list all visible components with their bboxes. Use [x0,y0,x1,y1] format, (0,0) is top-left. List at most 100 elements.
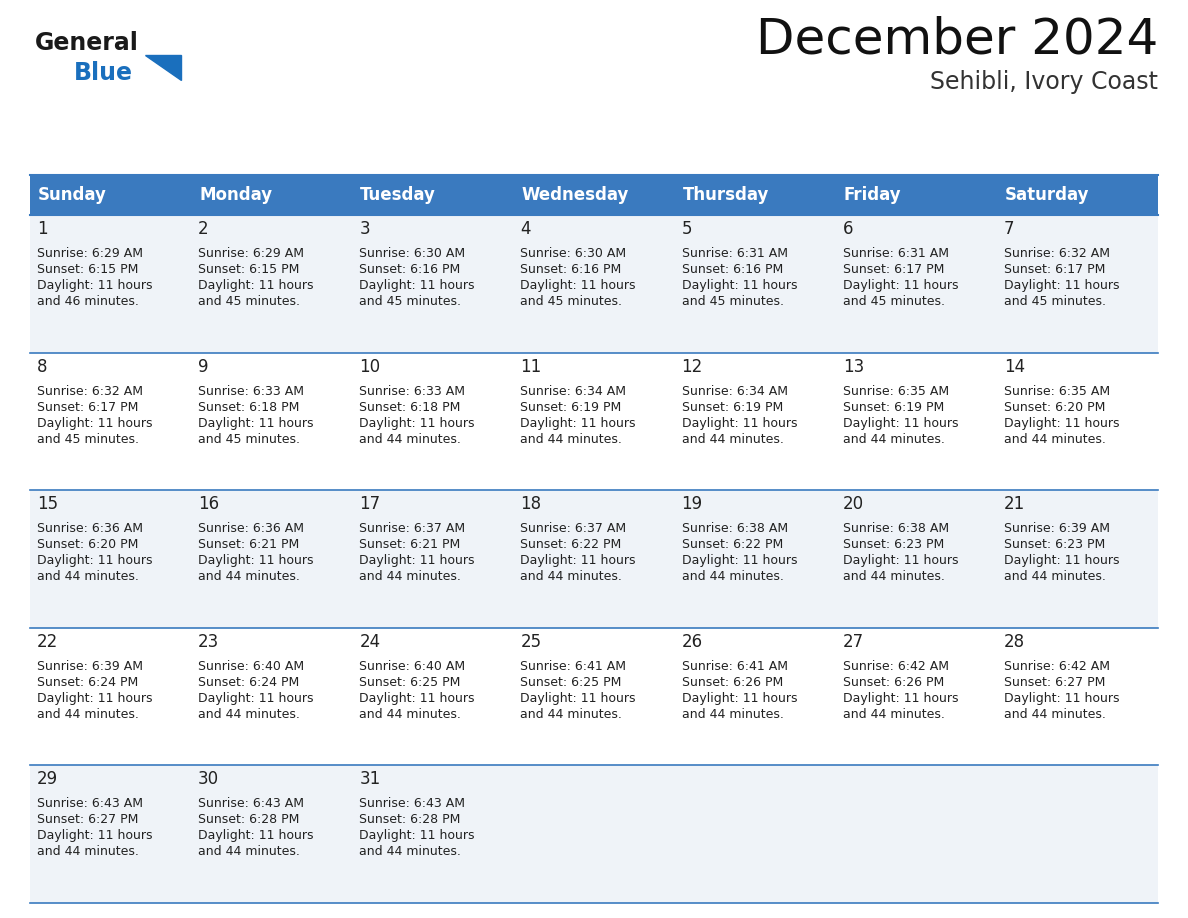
Text: Sunset: 6:19 PM: Sunset: 6:19 PM [842,400,944,414]
Text: Sunrise: 6:41 AM: Sunrise: 6:41 AM [682,660,788,673]
Text: and 45 minutes.: and 45 minutes. [1004,295,1106,308]
Text: 18: 18 [520,495,542,513]
Text: 28: 28 [1004,633,1025,651]
Text: Sunrise: 6:39 AM: Sunrise: 6:39 AM [37,660,143,673]
Text: Sunrise: 6:42 AM: Sunrise: 6:42 AM [1004,660,1110,673]
Text: 27: 27 [842,633,864,651]
Text: Sunday: Sunday [38,186,107,204]
Text: 14: 14 [1004,358,1025,375]
Polygon shape [145,55,181,80]
Text: Sunset: 6:19 PM: Sunset: 6:19 PM [520,400,621,414]
Text: Daylight: 11 hours: Daylight: 11 hours [1004,554,1119,567]
Text: Sunrise: 6:39 AM: Sunrise: 6:39 AM [1004,522,1110,535]
Text: Sunset: 6:19 PM: Sunset: 6:19 PM [682,400,783,414]
Text: Sunrise: 6:31 AM: Sunrise: 6:31 AM [682,247,788,260]
Text: Sunrise: 6:40 AM: Sunrise: 6:40 AM [359,660,466,673]
Text: and 44 minutes.: and 44 minutes. [682,708,783,721]
Text: and 44 minutes.: and 44 minutes. [37,708,139,721]
Text: Monday: Monday [200,186,272,204]
Text: Sunset: 6:15 PM: Sunset: 6:15 PM [37,263,138,276]
Text: Sunset: 6:16 PM: Sunset: 6:16 PM [520,263,621,276]
Text: Sunset: 6:17 PM: Sunset: 6:17 PM [842,263,944,276]
Text: Daylight: 11 hours: Daylight: 11 hours [520,692,636,705]
Text: 5: 5 [682,220,693,238]
Text: and 45 minutes.: and 45 minutes. [198,432,301,445]
Text: and 44 minutes.: and 44 minutes. [682,570,783,583]
Text: 23: 23 [198,633,220,651]
Text: Daylight: 11 hours: Daylight: 11 hours [842,417,959,430]
Text: 16: 16 [198,495,220,513]
Text: and 44 minutes.: and 44 minutes. [359,845,461,858]
Text: Daylight: 11 hours: Daylight: 11 hours [682,554,797,567]
Text: and 44 minutes.: and 44 minutes. [682,432,783,445]
Text: and 45 minutes.: and 45 minutes. [842,295,944,308]
Text: Daylight: 11 hours: Daylight: 11 hours [359,554,475,567]
Text: Sunset: 6:26 PM: Sunset: 6:26 PM [682,676,783,688]
Text: Sunrise: 6:36 AM: Sunrise: 6:36 AM [198,522,304,535]
Text: and 44 minutes.: and 44 minutes. [1004,708,1106,721]
Text: Daylight: 11 hours: Daylight: 11 hours [198,829,314,843]
Text: and 45 minutes.: and 45 minutes. [520,295,623,308]
Text: Sunrise: 6:42 AM: Sunrise: 6:42 AM [842,660,949,673]
Text: Daylight: 11 hours: Daylight: 11 hours [37,692,152,705]
Text: 21: 21 [1004,495,1025,513]
Text: and 44 minutes.: and 44 minutes. [37,845,139,858]
Text: Sunrise: 6:37 AM: Sunrise: 6:37 AM [359,522,466,535]
Text: Sunset: 6:17 PM: Sunset: 6:17 PM [1004,263,1105,276]
Text: Sunset: 6:23 PM: Sunset: 6:23 PM [1004,538,1105,551]
Text: and 44 minutes.: and 44 minutes. [359,570,461,583]
Text: Sunset: 6:25 PM: Sunset: 6:25 PM [520,676,621,688]
Text: Sunset: 6:18 PM: Sunset: 6:18 PM [198,400,299,414]
Text: and 44 minutes.: and 44 minutes. [842,432,944,445]
Text: Sunrise: 6:29 AM: Sunrise: 6:29 AM [198,247,304,260]
Text: Wednesday: Wednesday [522,186,628,204]
Text: Sunrise: 6:35 AM: Sunrise: 6:35 AM [842,385,949,397]
Text: and 44 minutes.: and 44 minutes. [37,570,139,583]
Text: Blue: Blue [74,61,133,85]
Text: 6: 6 [842,220,853,238]
Text: Sunset: 6:28 PM: Sunset: 6:28 PM [359,813,461,826]
Text: Sunrise: 6:38 AM: Sunrise: 6:38 AM [682,522,788,535]
Text: Sunrise: 6:37 AM: Sunrise: 6:37 AM [520,522,626,535]
Text: Daylight: 11 hours: Daylight: 11 hours [37,554,152,567]
Text: Daylight: 11 hours: Daylight: 11 hours [37,279,152,292]
Text: 8: 8 [37,358,48,375]
Text: Sunset: 6:15 PM: Sunset: 6:15 PM [198,263,299,276]
Text: Daylight: 11 hours: Daylight: 11 hours [198,417,314,430]
Text: and 44 minutes.: and 44 minutes. [198,708,301,721]
Text: Sunset: 6:27 PM: Sunset: 6:27 PM [37,813,138,826]
Text: Sunrise: 6:29 AM: Sunrise: 6:29 AM [37,247,143,260]
Bar [191,175,353,215]
Text: Daylight: 11 hours: Daylight: 11 hours [359,829,475,843]
Text: Sunset: 6:25 PM: Sunset: 6:25 PM [359,676,461,688]
Text: and 44 minutes.: and 44 minutes. [198,570,301,583]
Text: 20: 20 [842,495,864,513]
Bar [30,175,191,215]
Text: and 44 minutes.: and 44 minutes. [1004,432,1106,445]
Text: Daylight: 11 hours: Daylight: 11 hours [198,554,314,567]
Text: Sunset: 6:24 PM: Sunset: 6:24 PM [37,676,138,688]
Text: 2: 2 [198,220,209,238]
Text: Sunrise: 6:33 AM: Sunrise: 6:33 AM [359,385,466,397]
Text: and 44 minutes.: and 44 minutes. [359,432,461,445]
Text: Daylight: 11 hours: Daylight: 11 hours [37,417,152,430]
Text: Daylight: 11 hours: Daylight: 11 hours [842,279,959,292]
Bar [675,175,835,215]
Text: and 44 minutes.: and 44 minutes. [520,570,623,583]
Text: Daylight: 11 hours: Daylight: 11 hours [359,417,475,430]
Text: 7: 7 [1004,220,1015,238]
Text: Sunset: 6:21 PM: Sunset: 6:21 PM [359,538,461,551]
Text: Daylight: 11 hours: Daylight: 11 hours [842,554,959,567]
Text: Tuesday: Tuesday [360,186,436,204]
Text: Daylight: 11 hours: Daylight: 11 hours [520,417,636,430]
Text: Daylight: 11 hours: Daylight: 11 hours [37,829,152,843]
Text: Sunrise: 6:41 AM: Sunrise: 6:41 AM [520,660,626,673]
Text: Sunset: 6:21 PM: Sunset: 6:21 PM [198,538,299,551]
Text: Daylight: 11 hours: Daylight: 11 hours [359,692,475,705]
Text: General: General [34,31,139,55]
Text: Friday: Friday [843,186,902,204]
Text: 22: 22 [37,633,58,651]
Text: and 44 minutes.: and 44 minutes. [1004,570,1106,583]
Text: Sunset: 6:16 PM: Sunset: 6:16 PM [682,263,783,276]
Text: and 44 minutes.: and 44 minutes. [842,570,944,583]
